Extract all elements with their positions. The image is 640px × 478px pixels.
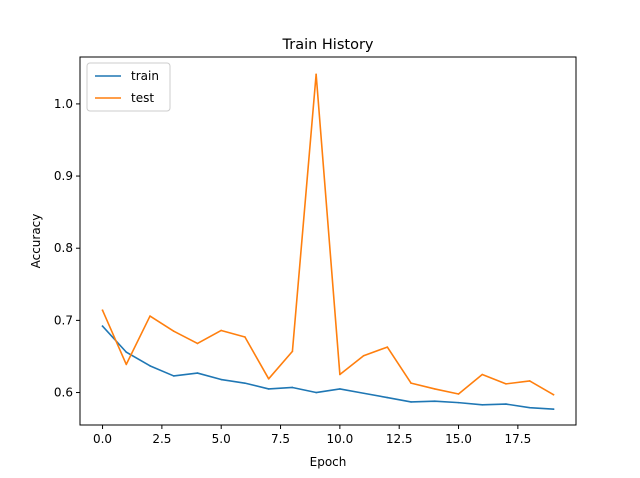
- x-axis: 0.0 2.5 5.0 7.5 10.0 12.5 15.0 17.5: [93, 425, 531, 446]
- data-point-test: [410, 382, 412, 384]
- data-point-train: [362, 392, 365, 395]
- y-axis: 0.6 0.7 0.8 0.9 1.0: [54, 97, 80, 400]
- x-tick-label: 5.0: [212, 432, 231, 446]
- data-point-train: [125, 351, 128, 353]
- y-tick-label: 1.0: [54, 97, 73, 111]
- x-tick-label: 10.0: [327, 432, 354, 446]
- data-point-test: [291, 350, 294, 353]
- data-point-train: [433, 400, 436, 402]
- plot-area: [80, 57, 576, 425]
- data-point-test: [339, 373, 341, 376]
- series-line-test: [101, 73, 555, 396]
- x-tick-label: 15.0: [445, 432, 472, 446]
- data-point-test: [481, 373, 484, 376]
- data-point-test: [267, 378, 270, 380]
- data-point-train: [386, 396, 389, 399]
- x-tick-label: 12.5: [386, 432, 413, 446]
- data-point-train: [196, 372, 199, 374]
- data-point-test: [315, 73, 317, 76]
- x-tick-label: 17.5: [504, 432, 531, 446]
- data-point-test: [244, 336, 246, 338]
- data-point-train: [410, 401, 412, 403]
- plot-frame: [79, 56, 577, 426]
- data-point-train: [149, 365, 151, 367]
- y-tick-label: 0.7: [54, 313, 73, 327]
- series-line-train: [101, 325, 555, 410]
- data-point-test: [505, 383, 507, 385]
- data-point-test: [149, 315, 151, 317]
- data-point-test: [220, 329, 223, 332]
- data-point-test: [362, 354, 365, 357]
- legend: train test: [86, 62, 171, 112]
- x-tick-label: 2.5: [152, 432, 171, 446]
- data-point-train: [528, 406, 531, 409]
- legend-box: [86, 62, 171, 112]
- data-point-train: [339, 388, 341, 390]
- data-point-test: [125, 363, 128, 366]
- y-tick-label: 0.9: [54, 169, 73, 183]
- y-axis-label: Accuracy: [29, 214, 43, 269]
- data-point-train: [172, 375, 175, 377]
- y-tick-label: 0.6: [54, 386, 73, 400]
- data-point-train: [101, 325, 104, 327]
- data-point-test: [528, 380, 531, 382]
- data-point-train: [220, 378, 223, 381]
- data-point-test: [457, 393, 460, 395]
- x-tick-label: 7.5: [271, 432, 290, 446]
- data-point-train: [457, 401, 460, 404]
- chart-title: Train History: [282, 37, 374, 53]
- data-point-test: [101, 309, 104, 312]
- data-point-test: [172, 330, 175, 333]
- series-layer: [101, 73, 555, 410]
- data-point-test: [196, 342, 199, 345]
- data-point-train: [267, 388, 270, 390]
- data-point-train: [505, 403, 507, 405]
- legend-label-test: test: [131, 91, 154, 105]
- data-point-test: [552, 393, 555, 396]
- y-tick-label: 0.8: [54, 241, 73, 255]
- data-point-train: [291, 386, 294, 389]
- data-point-train: [244, 382, 246, 384]
- x-axis-label: Epoch: [310, 455, 347, 469]
- data-point-train: [552, 408, 555, 410]
- data-point-train: [315, 391, 317, 394]
- legend-label-train: train: [131, 69, 159, 83]
- data-point-test: [433, 388, 436, 390]
- x-tick-label: 0.0: [93, 432, 112, 446]
- data-point-train: [481, 404, 484, 406]
- data-point-test: [386, 346, 389, 348]
